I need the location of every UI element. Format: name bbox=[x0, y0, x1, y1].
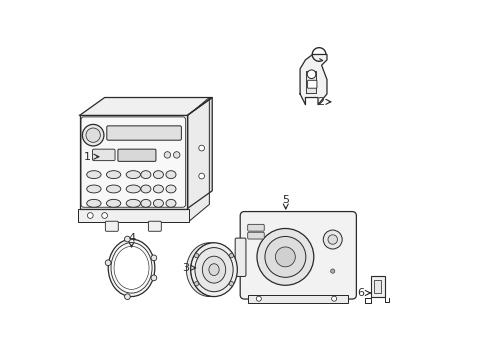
Text: 5: 5 bbox=[282, 195, 288, 205]
Text: 1: 1 bbox=[84, 152, 91, 162]
Circle shape bbox=[194, 253, 199, 258]
Ellipse shape bbox=[106, 171, 121, 179]
FancyBboxPatch shape bbox=[247, 232, 264, 239]
Polygon shape bbox=[80, 98, 212, 116]
Circle shape bbox=[198, 145, 204, 151]
Ellipse shape bbox=[141, 185, 151, 193]
Ellipse shape bbox=[126, 185, 140, 193]
Ellipse shape bbox=[202, 256, 225, 283]
FancyBboxPatch shape bbox=[105, 221, 118, 231]
Circle shape bbox=[173, 152, 180, 158]
FancyBboxPatch shape bbox=[240, 212, 356, 299]
Circle shape bbox=[164, 152, 170, 158]
Ellipse shape bbox=[106, 199, 121, 207]
Text: 3: 3 bbox=[182, 263, 189, 273]
Ellipse shape bbox=[106, 185, 121, 193]
FancyBboxPatch shape bbox=[247, 224, 264, 231]
Circle shape bbox=[327, 235, 337, 244]
Polygon shape bbox=[300, 54, 326, 105]
Circle shape bbox=[306, 70, 315, 78]
Polygon shape bbox=[186, 243, 214, 297]
Ellipse shape bbox=[190, 243, 237, 297]
Ellipse shape bbox=[86, 199, 101, 207]
Circle shape bbox=[102, 213, 107, 219]
FancyBboxPatch shape bbox=[106, 126, 181, 140]
Ellipse shape bbox=[195, 248, 233, 292]
Ellipse shape bbox=[86, 171, 101, 179]
Bar bbox=[78, 209, 188, 222]
Ellipse shape bbox=[86, 185, 101, 193]
Polygon shape bbox=[305, 71, 316, 93]
Ellipse shape bbox=[126, 171, 140, 179]
Circle shape bbox=[87, 213, 93, 219]
Ellipse shape bbox=[141, 171, 151, 179]
Ellipse shape bbox=[141, 199, 151, 207]
Circle shape bbox=[86, 128, 100, 142]
Circle shape bbox=[330, 269, 334, 273]
Circle shape bbox=[331, 296, 336, 301]
Ellipse shape bbox=[165, 171, 176, 179]
Polygon shape bbox=[80, 116, 187, 209]
Ellipse shape bbox=[165, 185, 176, 193]
Ellipse shape bbox=[165, 199, 176, 207]
Bar bbox=[370, 276, 384, 297]
Circle shape bbox=[151, 255, 157, 261]
Circle shape bbox=[229, 282, 233, 286]
FancyBboxPatch shape bbox=[92, 149, 115, 161]
Ellipse shape bbox=[208, 264, 219, 275]
Polygon shape bbox=[187, 98, 209, 222]
Circle shape bbox=[256, 296, 261, 301]
Ellipse shape bbox=[114, 246, 149, 289]
Circle shape bbox=[323, 230, 342, 249]
Text: 4: 4 bbox=[128, 233, 135, 243]
Circle shape bbox=[151, 275, 157, 281]
FancyBboxPatch shape bbox=[235, 238, 245, 276]
Bar bbox=[247, 295, 348, 303]
Circle shape bbox=[105, 260, 111, 266]
Circle shape bbox=[257, 229, 313, 285]
Ellipse shape bbox=[153, 185, 163, 193]
Circle shape bbox=[229, 253, 233, 258]
Ellipse shape bbox=[153, 199, 163, 207]
Text: 6: 6 bbox=[356, 288, 364, 298]
Circle shape bbox=[124, 294, 130, 300]
Circle shape bbox=[198, 173, 204, 179]
Bar bbox=[373, 280, 381, 293]
Circle shape bbox=[264, 237, 305, 277]
Ellipse shape bbox=[126, 199, 140, 207]
Ellipse shape bbox=[111, 243, 152, 293]
Polygon shape bbox=[187, 98, 212, 209]
Circle shape bbox=[275, 247, 295, 267]
Ellipse shape bbox=[153, 171, 163, 179]
FancyBboxPatch shape bbox=[307, 80, 316, 88]
Ellipse shape bbox=[108, 239, 155, 297]
Circle shape bbox=[82, 125, 104, 146]
FancyBboxPatch shape bbox=[148, 221, 161, 231]
Circle shape bbox=[194, 282, 199, 286]
Circle shape bbox=[124, 236, 130, 242]
FancyBboxPatch shape bbox=[118, 149, 156, 161]
Text: 2: 2 bbox=[317, 97, 324, 107]
